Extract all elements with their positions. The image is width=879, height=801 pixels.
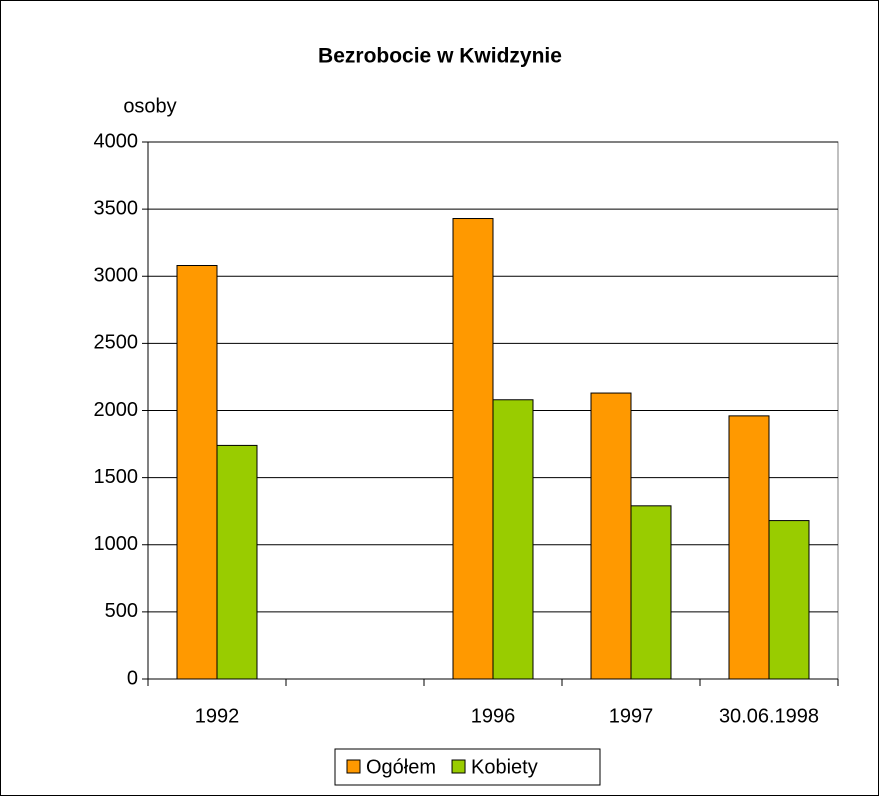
x-tick-label: 30.06.1998 xyxy=(719,705,819,727)
legend-swatch xyxy=(346,759,361,774)
y-tick-label: 3500 xyxy=(94,197,139,219)
bar xyxy=(452,218,494,680)
bar xyxy=(216,444,258,680)
x-tick-label: 1992 xyxy=(195,705,240,727)
legend-label: Kobiety xyxy=(471,756,538,778)
y-axis-label: osoby xyxy=(123,95,176,117)
bar xyxy=(176,265,218,680)
x-tick-label: 1997 xyxy=(609,705,654,727)
bar xyxy=(492,399,534,680)
y-tick-label: 2000 xyxy=(94,399,139,421)
y-tick-label: 4000 xyxy=(94,130,139,152)
bar xyxy=(590,392,632,680)
y-tick-label: 500 xyxy=(105,600,138,622)
legend-box xyxy=(334,748,601,786)
legend-swatch xyxy=(451,759,466,774)
y-tick-label: 3000 xyxy=(94,265,139,287)
y-tick-label: 0 xyxy=(127,667,138,689)
bar xyxy=(768,520,810,680)
y-tick-label: 1000 xyxy=(94,533,139,555)
x-tick-label: 1996 xyxy=(471,705,516,727)
chart-title: Bezrobocie w Kwidzynie xyxy=(318,45,562,68)
legend-label: Ogółem xyxy=(366,756,436,778)
y-tick-label: 2500 xyxy=(94,332,139,354)
y-tick-label: 1500 xyxy=(94,466,139,488)
bar xyxy=(630,505,672,680)
bar xyxy=(728,415,770,680)
